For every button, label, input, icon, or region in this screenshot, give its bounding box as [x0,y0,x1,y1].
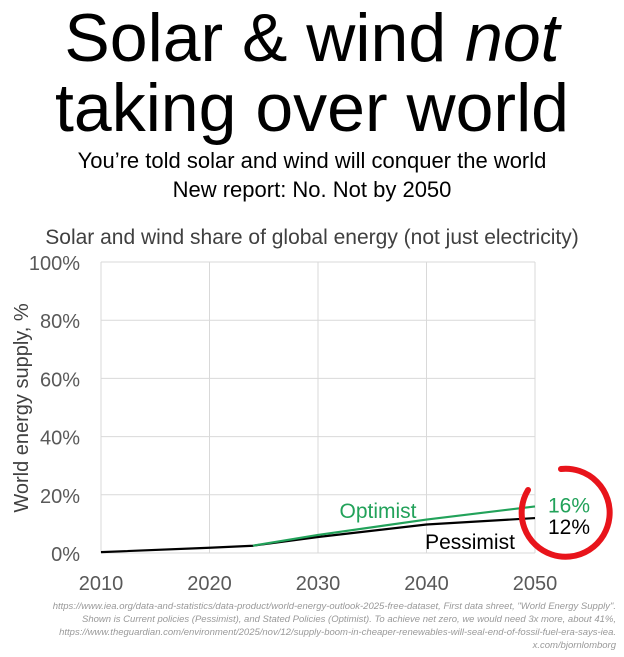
title-text: Solar & wind [64,0,466,76]
series-line-optimist [252,505,536,547]
footer-line: https://www.iea.org/data-and-statistics/… [52,601,616,612]
series-label-optimist: Optimist [339,500,416,523]
subtitle-2: New report: No. Not by 2050 [172,177,452,202]
footer-line: x.com/bjornlomborg [532,640,616,651]
x-tick-label: 2020 [187,573,232,595]
source-footer: https://www.iea.org/data-and-statistics/… [6,600,616,652]
y-tick-label: 0% [51,544,80,566]
title-emphasis: not [465,0,560,76]
x-tick-label: 2030 [296,573,341,595]
y-tick-label: 60% [40,369,80,391]
y-tick-label: 100% [29,253,80,275]
chart-title: Solar and wind share of global energy (n… [45,226,579,249]
y-axis-title: World energy supply, % [11,303,33,513]
highlight-circle [518,465,613,560]
subtitle-1: You’re told solar and wind will conquer … [77,148,547,173]
end-label-optimist: 16% [548,494,590,517]
x-tick-label: 2010 [79,573,124,595]
footer-line: https://www.theguardian.com/environment/… [59,627,616,638]
y-tick-label: 80% [40,311,80,333]
x-tick-label: 2050 [513,573,558,595]
title-line-1: Solar & wind not [0,2,624,74]
title-line-2: taking over world [54,70,570,146]
series-label-pessimist: Pessimist [425,531,515,554]
y-tick-label: 20% [40,486,80,508]
footer-line: Shown is Current policies (Pessimist), a… [81,614,616,625]
end-label-pessimist: 12% [548,516,590,539]
y-tick-label: 40% [40,428,80,450]
x-tick-label: 2040 [404,573,449,595]
